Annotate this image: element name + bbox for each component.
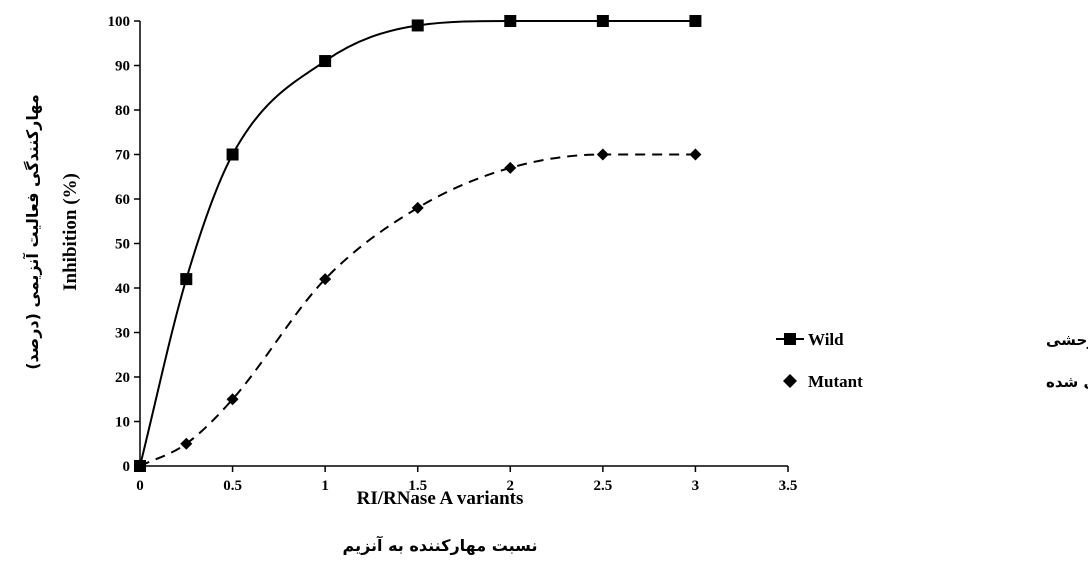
x-tick-label: 3.5 xyxy=(779,478,798,494)
data-point-wild xyxy=(319,55,332,68)
legend-item-wild: Wild xyxy=(776,330,844,349)
data-point-wild xyxy=(596,15,609,27)
legend-mutant-label: Mutant xyxy=(808,372,863,391)
x-axis-title-fa: نسبت مهارکننده به آنزیم xyxy=(343,535,538,555)
series-line-mutant xyxy=(139,153,696,467)
y-tick-label: 100 xyxy=(108,14,131,30)
y-tick-label: 80 xyxy=(115,103,130,119)
y-tick-label: 0 xyxy=(123,459,131,475)
data-point-mutant xyxy=(226,393,239,406)
x-tick-label: 0.5 xyxy=(223,478,242,494)
data-point-mutant xyxy=(596,148,609,161)
y-ticks: 0 10 20 30 40 50 60 70 80 90 100 xyxy=(108,14,140,475)
y-tick-label: 60 xyxy=(115,192,130,208)
legend-wild-label: Wild xyxy=(808,330,844,349)
x-tick-label: 1 xyxy=(321,478,329,494)
y-axis-title: Inhibition (%) xyxy=(60,173,81,291)
x-tick-label: 2 xyxy=(507,478,515,494)
x-tick-label: 0 xyxy=(136,478,144,494)
data-point-mutant xyxy=(504,161,517,174)
series-line-wild xyxy=(139,19,696,467)
y-tick-label: 40 xyxy=(115,281,130,297)
legend: Wild Mutant آنزیم وحشی واریانت مهندسی شد… xyxy=(776,330,1088,391)
data-point-mutant xyxy=(134,460,146,472)
legend-wild-label-fa: آنزیم وحشی xyxy=(1046,331,1088,349)
legend-mutant-marker xyxy=(783,374,797,388)
y-tick-label: 50 xyxy=(115,237,130,253)
y-tick-label: 90 xyxy=(115,59,130,75)
data-point-wild xyxy=(226,148,239,161)
legend-wild-marker xyxy=(784,333,796,345)
data-point-wild xyxy=(689,15,702,27)
y-tick-label: 30 xyxy=(115,326,130,342)
y-tick-label: 20 xyxy=(115,370,130,386)
data-point-wild xyxy=(504,15,517,27)
x-tick-label: 3 xyxy=(692,478,700,494)
data-point-mutant xyxy=(689,148,702,161)
x-ticks: 0 0.5 1 1.5 2 2.5 3 3.5 xyxy=(136,466,797,494)
y-axis-title-fa: مهارکنندگی فعالیت آنزیمی (درصد) xyxy=(22,94,42,370)
data-point-mutant xyxy=(411,201,424,214)
x-tick-label: 1.5 xyxy=(408,478,427,494)
series-layer xyxy=(134,15,702,472)
data-point-mutant xyxy=(180,437,193,450)
legend-item-mutant: Mutant xyxy=(783,372,863,391)
data-point-mutant xyxy=(319,273,332,286)
y-tick-label: 70 xyxy=(115,148,130,164)
x-tick-label: 2.5 xyxy=(593,478,612,494)
data-point-wild xyxy=(411,19,424,32)
x-axis-title: RI/RNase A variants xyxy=(357,488,524,509)
y-tick-label: 10 xyxy=(115,415,130,431)
legend-mutant-label-fa: واریانت مهندسی شده xyxy=(1046,373,1088,391)
data-point-wild xyxy=(180,273,193,286)
